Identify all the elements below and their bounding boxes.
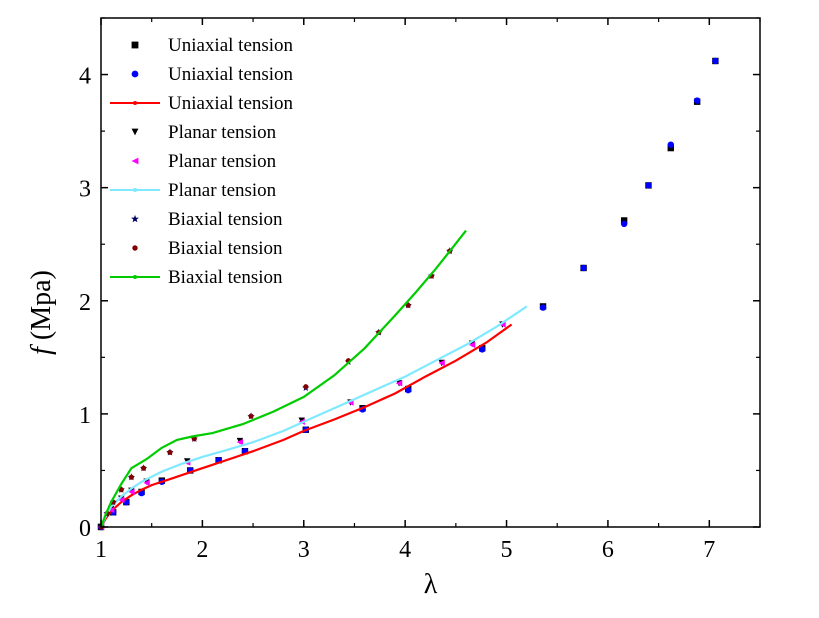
plot-area [97, 57, 719, 531]
legend-swatch-dot [133, 188, 137, 192]
series-6 [97, 247, 454, 531]
legend-item: Biaxial tension [131, 209, 283, 230]
legend-item: Uniaxial tension [131, 64, 294, 85]
series-4 [97, 321, 506, 531]
legend: Uniaxial tension Uniaxial tension Uniaxial… [110, 35, 294, 288]
data-point [468, 341, 476, 349]
data-point [620, 220, 628, 228]
data-point [712, 57, 719, 65]
data-point [667, 141, 674, 148]
data-point [404, 386, 412, 394]
plot-frame [100, 17, 761, 528]
data-point [107, 506, 115, 514]
y-axis: 0 1 2 3 4 [79, 17, 760, 542]
data-point [118, 496, 125, 504]
legend-swatch-dot [133, 101, 137, 105]
data-point [167, 449, 173, 455]
legend-item: Planar tension [110, 180, 277, 201]
legend-label: Biaxial tension [168, 209, 283, 230]
legend-swatch [131, 214, 139, 223]
legend-label: Planar tension [168, 151, 277, 172]
legend-swatch [131, 41, 139, 49]
legend-swatch-dot [133, 275, 137, 279]
series-3 [97, 321, 506, 531]
data-point [248, 413, 254, 419]
data-point [580, 264, 587, 272]
x-axis-title: λ [424, 569, 438, 600]
x-tick-label: 6 [602, 537, 614, 563]
legend-swatch [131, 157, 139, 165]
legend-item: Biaxial tension [132, 238, 283, 259]
data-point [141, 465, 147, 471]
data-point [191, 436, 197, 442]
x-tick-label: 7 [703, 537, 715, 563]
legend-label: Planar tension [168, 122, 277, 143]
legend-label: Biaxial tension [168, 238, 283, 259]
data-point [479, 346, 486, 353]
y-axis-title-symbol: f [26, 344, 57, 355]
legend-label: Biaxial tension [168, 267, 283, 288]
x-axis: 1 2 3 4 5 6 7 [95, 18, 761, 563]
x-tick-label: 3 [298, 537, 310, 563]
data-point [395, 380, 403, 387]
data-point [236, 438, 244, 446]
legend-item: Uniaxial tension [110, 93, 294, 114]
legend-item: Biaxial tension [110, 267, 283, 288]
y-tick-label: 0 [79, 516, 91, 542]
data-point [128, 474, 134, 480]
x-tick-label: 1 [95, 537, 107, 563]
data-point [539, 304, 547, 311]
series-5 [99, 305, 528, 528]
data-point [438, 359, 445, 367]
data-point [667, 144, 674, 152]
data-point [143, 479, 150, 487]
y-axis-title: f (Mpa) [26, 270, 57, 355]
legend-swatch [131, 70, 139, 78]
series-line [99, 305, 528, 528]
legend-item: Uniaxial tension [131, 35, 294, 56]
y-tick-label: 1 [79, 403, 91, 429]
y-axis-title-unit: (Mpa) [26, 270, 57, 347]
data-point [693, 97, 701, 104]
y-tick-label: 2 [79, 290, 91, 316]
legend-label: Uniaxial tension [168, 35, 294, 56]
data-point [405, 302, 411, 308]
data-point [645, 182, 652, 189]
legend-item: Planar tension [131, 151, 277, 172]
legend-label: Uniaxial tension [168, 93, 294, 114]
data-point [128, 488, 135, 496]
legend-item: Planar tension [131, 122, 277, 143]
y-tick-label: 3 [79, 177, 91, 203]
y-tick-label: 4 [79, 64, 91, 90]
series-line [100, 323, 513, 528]
data-point [303, 384, 309, 390]
legend-label: Planar tension [168, 180, 277, 201]
legend-swatch [131, 128, 139, 136]
x-tick-label: 4 [399, 537, 411, 563]
data-point [620, 217, 628, 224]
x-tick-label: 5 [501, 537, 513, 563]
series-7 [98, 248, 453, 530]
series-line [99, 229, 467, 528]
legend-label: Uniaxial tension [168, 64, 294, 85]
legend-swatch [132, 245, 138, 251]
x-tick-label: 2 [196, 537, 208, 563]
series-2 [100, 323, 513, 528]
series-8 [99, 229, 467, 528]
